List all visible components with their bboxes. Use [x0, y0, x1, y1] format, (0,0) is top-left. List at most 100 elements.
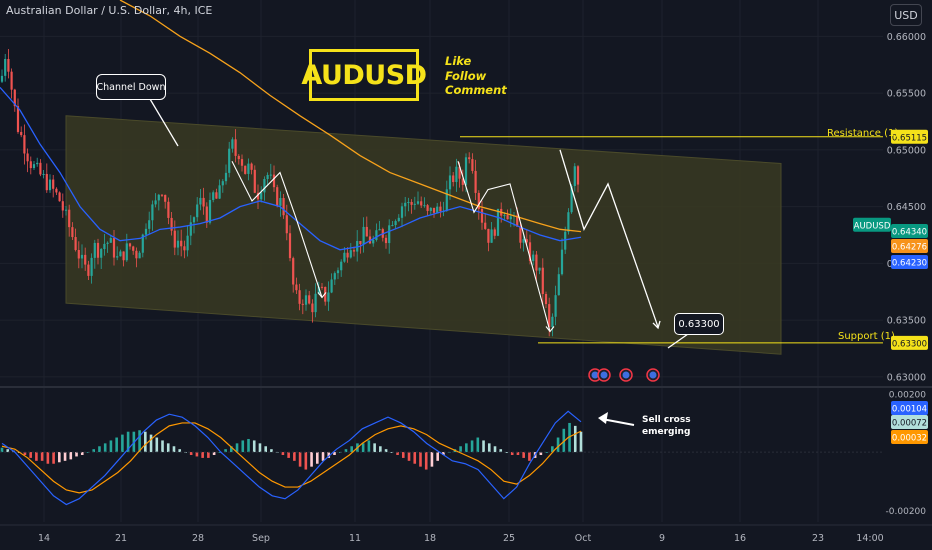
- candle-body: [372, 239, 375, 244]
- macd-bar: [436, 452, 439, 461]
- macd-bar: [430, 452, 434, 467]
- candle: [391, 221, 394, 227]
- candle-body: [551, 316, 554, 328]
- candle-body: [538, 267, 541, 271]
- candle: [240, 154, 244, 172]
- candle-body: [224, 172, 228, 182]
- candle: [221, 179, 224, 193]
- candle-body: [141, 234, 144, 253]
- macd-bar: [46, 452, 50, 464]
- macd-note-arrowhead: [598, 412, 608, 424]
- candle: [26, 148, 29, 173]
- candle-body: [567, 212, 570, 232]
- candle-body: [458, 166, 461, 179]
- resistance-label: Resistance (1): [827, 128, 899, 139]
- macd-bar: [86, 452, 90, 453]
- candle: [573, 163, 576, 192]
- candle-body: [269, 174, 272, 176]
- candle-body: [103, 243, 106, 250]
- candle-body: [240, 159, 244, 166]
- candle-body: [96, 242, 100, 258]
- candle: [164, 194, 167, 209]
- candle-body: [519, 226, 522, 243]
- macd-bar: [573, 425, 577, 453]
- candle: [32, 160, 36, 171]
- candles: [0, 49, 580, 337]
- candle: [93, 239, 96, 269]
- time-tick-label: 16: [734, 533, 746, 544]
- symbol-title[interactable]: Australian Dollar / U.S. Dollar, 4h, ICE: [6, 4, 213, 17]
- macd-bar: [350, 446, 353, 453]
- macd-bar: [103, 443, 107, 453]
- candle-body: [394, 221, 397, 226]
- candle: [138, 250, 141, 259]
- candle-body: [480, 208, 484, 223]
- candle-body: [260, 192, 263, 200]
- macd-bar: [224, 449, 227, 453]
- candle: [487, 228, 490, 252]
- macd-bar: [419, 452, 422, 467]
- candle: [212, 190, 215, 203]
- candle-body: [186, 235, 189, 251]
- candle: [253, 165, 256, 194]
- candle: [218, 179, 221, 200]
- candle: [327, 281, 330, 311]
- candle: [48, 174, 52, 193]
- candle-body: [52, 179, 55, 189]
- candle: [330, 273, 333, 294]
- candle-body: [154, 200, 157, 205]
- candle-body: [109, 238, 112, 243]
- candle: [314, 283, 317, 318]
- candle: [148, 211, 151, 234]
- macd-note-arrow: [601, 418, 635, 426]
- macd-bar: [487, 443, 491, 453]
- candle-body: [416, 201, 420, 204]
- candle: [365, 216, 368, 237]
- event-flag-icon: [597, 368, 611, 382]
- candle-body: [487, 228, 490, 243]
- candle: [64, 206, 68, 216]
- projection-arrow: [652, 320, 661, 330]
- macd-bar: [58, 452, 61, 463]
- time-tick-label: 14: [38, 533, 50, 544]
- macd-bar: [545, 452, 548, 453]
- candle: [532, 250, 535, 266]
- candle: [55, 187, 58, 195]
- macd-bar: [568, 422, 571, 453]
- candle-body: [32, 164, 36, 169]
- candle: [333, 271, 336, 285]
- time-tick-label: Sep: [252, 533, 270, 544]
- candle-body: [90, 257, 93, 276]
- ma-slow-line: [119, 0, 582, 233]
- macd-tag-signal: [891, 415, 928, 429]
- macd-tick-label: 0.00200: [889, 390, 926, 400]
- candle: [445, 180, 448, 212]
- candle-body: [564, 231, 567, 250]
- candle: [368, 229, 372, 245]
- macd-note: Sell cross emerging: [642, 414, 691, 438]
- candle: [100, 248, 103, 269]
- candle: [279, 191, 282, 217]
- candle-body: [410, 201, 413, 205]
- support-label: Support (1): [838, 331, 895, 342]
- candle-body: [311, 303, 314, 313]
- channel-down-area: [65, 115, 782, 355]
- candle: [432, 207, 436, 218]
- candle: [298, 283, 301, 311]
- macd-bar: [29, 452, 32, 458]
- candle: [509, 208, 512, 228]
- candle-body: [272, 174, 276, 188]
- candle: [71, 222, 74, 241]
- candle-body: [570, 185, 573, 213]
- currency-button[interactable]: USD: [890, 4, 922, 26]
- candle: [180, 229, 183, 257]
- candle: [10, 68, 13, 99]
- candle-body: [528, 242, 532, 261]
- candle-body: [71, 227, 74, 238]
- candle: [388, 219, 391, 254]
- macd-bar: [310, 452, 313, 467]
- candle: [80, 244, 84, 269]
- candle-body: [541, 267, 544, 295]
- candle-body: [148, 220, 151, 229]
